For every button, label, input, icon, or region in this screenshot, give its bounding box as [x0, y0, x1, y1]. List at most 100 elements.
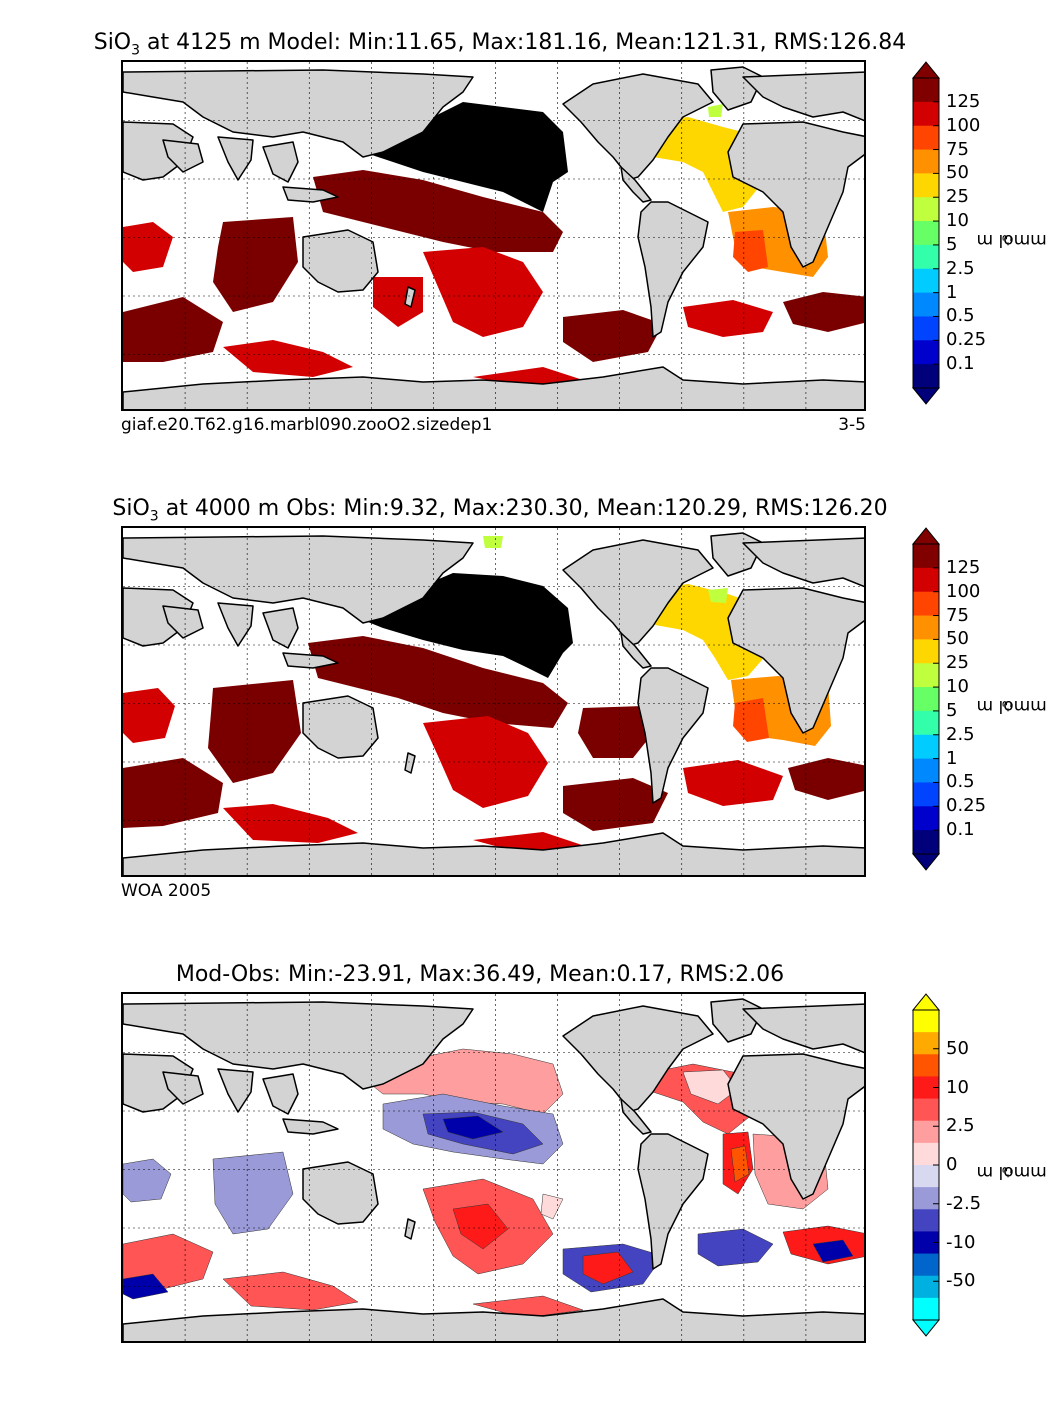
colorbar-segment	[913, 687, 939, 712]
colorbar-extend-bottom	[911, 1319, 941, 1337]
north-america-landmass	[562, 1005, 714, 1113]
field-region	[313, 170, 563, 252]
field-region	[563, 778, 668, 831]
indonesia-landmass	[282, 1118, 339, 1135]
colorbar-tick-label: 0.1	[946, 353, 975, 375]
colorbar-extend-top	[911, 993, 941, 1011]
field-region	[733, 698, 769, 742]
field-region	[373, 277, 423, 327]
india-landmass	[217, 602, 254, 647]
field-region	[423, 247, 543, 337]
field-region	[223, 804, 358, 843]
field-region	[212, 1151, 294, 1235]
colorbar-unit-label: mmol m -3	[977, 180, 1047, 300]
colorbar-tick-label: 5	[946, 699, 958, 721]
colorbar-tick-label: 2.5	[946, 257, 975, 279]
india-landmass	[217, 1068, 254, 1113]
new-zealand-landmass	[404, 1218, 416, 1240]
colorbar-segment	[913, 125, 939, 151]
colorbar-segment	[913, 639, 939, 664]
indonesia-landmass	[282, 652, 339, 669]
colorbar-tick-label: 0.1	[946, 819, 975, 841]
colorbar-tick-label: -10	[946, 1231, 976, 1253]
colorbar-tick-label: 100	[946, 114, 981, 136]
colorbar-segment	[913, 544, 939, 569]
colorbar-tick-label: 0.5	[946, 305, 975, 327]
australia-landmass	[302, 229, 379, 293]
colorbar-extend-top	[911, 527, 941, 545]
antarctica-landmass	[123, 832, 864, 875]
field-region	[222, 1271, 359, 1311]
colorbar-segment	[913, 615, 939, 640]
antarctica-landmass	[123, 366, 864, 409]
colorbar-tick-label: 50	[946, 1037, 969, 1059]
colorbar-segment	[913, 197, 939, 222]
indonesia-landmass	[282, 186, 339, 203]
colorbar-segment	[913, 173, 939, 198]
north-america-landmass	[562, 539, 714, 647]
central-america-landmass	[620, 166, 652, 203]
field-region	[423, 716, 548, 808]
australia-landmass	[302, 695, 379, 759]
field-region	[123, 222, 173, 272]
colorbar-tick-label: 10	[946, 1076, 969, 1098]
map-plot	[121, 992, 866, 1343]
colorbar-tick-label: 75	[946, 138, 969, 160]
colorbar-segment	[913, 244, 939, 270]
field-region	[708, 588, 728, 603]
field-region	[683, 300, 773, 337]
case-name-label: giaf.e20.T62.g16.marbl090.zooO2.sizedep1	[121, 415, 493, 435]
colorbar-segment	[913, 782, 939, 807]
colorbar-tick-label: 2.5	[946, 1115, 975, 1137]
map-plot	[121, 60, 866, 411]
field-region	[563, 310, 663, 362]
colorbar-segment	[913, 101, 939, 127]
field-region	[812, 1239, 854, 1263]
colorbar-segment	[913, 1231, 939, 1255]
field-region	[442, 1115, 504, 1140]
eurasia-east-landmass	[742, 71, 864, 122]
unit-text: mmol m	[976, 1162, 1048, 1182]
field-region	[540, 1193, 564, 1220]
eurasia-east-landmass	[742, 537, 864, 588]
unit-text: mmol m	[976, 230, 1048, 250]
colorbar-tick-label: 25	[946, 652, 969, 674]
colorbar-tick-label: 50	[946, 162, 969, 184]
field-region	[308, 636, 568, 728]
north-america-landmass	[562, 73, 714, 181]
colorbar-tick-label: 10	[946, 210, 969, 232]
field-region	[708, 104, 723, 117]
colorbar-segment	[913, 1032, 939, 1055]
colorbar-extend-bottom	[911, 387, 941, 405]
eurasia-landmass	[123, 535, 474, 624]
colorbar: 125 100 75 50 25 10 5 2.5 1 0.5 0.25 0.1 mmol m -3	[910, 496, 1050, 956]
colorbar-tick-label: 50	[946, 628, 969, 650]
map-plot	[121, 526, 866, 877]
colorbar-tick-label: 1	[946, 747, 958, 769]
colorbar-segment	[913, 1054, 939, 1077]
colorbar-tick-label: 0	[946, 1154, 958, 1175]
colorbar-tick-label: 2.5	[946, 723, 975, 745]
unit-text: mmol m	[976, 696, 1048, 716]
field-region	[123, 688, 175, 743]
colorbar-unit-label: mmol m -3	[977, 1112, 1047, 1232]
field-region	[483, 536, 503, 548]
colorbar-segment	[913, 364, 939, 389]
field-region	[682, 1069, 739, 1105]
colorbar-segment	[913, 830, 939, 855]
colorbar-tick-label: 25	[946, 186, 969, 208]
field-region	[223, 340, 353, 377]
colorbar-segment	[913, 268, 939, 294]
south-america-landmass	[637, 1133, 709, 1270]
field-region	[733, 230, 768, 272]
colorbar-segment	[913, 1275, 939, 1299]
field-region	[123, 1158, 172, 1203]
colorbar-segment	[913, 591, 939, 617]
southeast-asia-landmass	[262, 141, 299, 183]
colorbar-segment	[913, 316, 939, 341]
colorbar-segment	[913, 221, 939, 246]
colorbar-segment	[913, 1253, 939, 1277]
new-zealand-landmass	[404, 752, 416, 774]
field-region	[683, 760, 783, 806]
colorbar-segment	[913, 78, 939, 103]
